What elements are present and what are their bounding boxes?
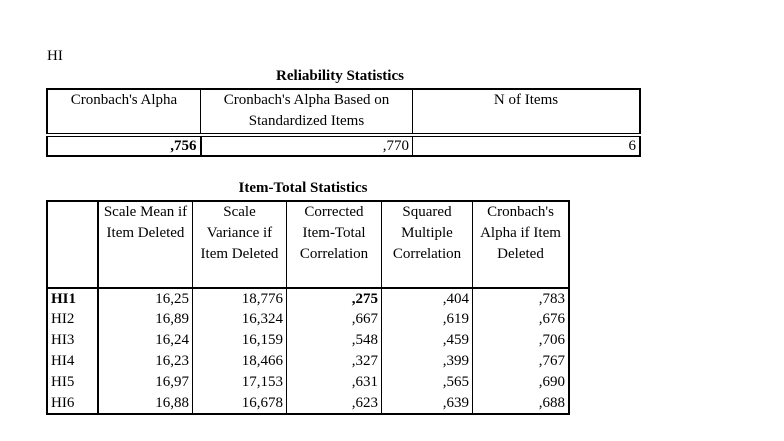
column-header: Scale Variance if Item Deleted — [192, 200, 287, 289]
column-header: Cronbach's Alpha — [46, 88, 201, 137]
cell: ,767 — [472, 351, 570, 372]
reliability-table: Cronbach's Alpha Cronbach's Alpha Based o… — [46, 88, 641, 157]
column-header: Corrected Item-Total Correlation — [286, 200, 382, 289]
cell: ,639 — [381, 393, 473, 414]
row-header: HI3 — [46, 330, 99, 351]
data-row: ,756,770 6 — [46, 134, 641, 157]
column-header: Cronbach's Alpha Based on Standardized I… — [200, 88, 413, 137]
row-header: HI4 — [46, 351, 99, 372]
cell: ,459 — [381, 330, 473, 351]
data-row: HI4 16,23 18,466,327,399,767 — [46, 351, 570, 372]
cell: ,327 — [286, 351, 382, 372]
data-row: HI5 16,97 17,153,631,565,690 — [46, 372, 570, 393]
cell: ,631 — [286, 372, 382, 393]
cell: ,404 — [381, 288, 473, 309]
cell: 6 — [412, 134, 641, 157]
row-header: HI5 — [46, 372, 99, 393]
cell: ,623 — [286, 393, 382, 414]
cell: ,676 — [472, 309, 570, 330]
cell: 16,324 — [192, 309, 287, 330]
cell: ,706 — [472, 330, 570, 351]
cell: ,756 — [46, 134, 202, 157]
header-row: Scale Mean if Item Deleted Scale Variance… — [46, 200, 570, 289]
row-header: HI2 — [46, 309, 99, 330]
data-row: HI3 16,24 16,159,548,459,706 — [46, 330, 570, 351]
cell: 16,88 — [97, 393, 193, 414]
cell: 16,23 — [97, 351, 193, 372]
row-header: HI6 — [46, 393, 99, 414]
column-header: N of Items — [412, 88, 641, 137]
cell: 18,776 — [192, 288, 287, 309]
column-header: Scale Mean if Item Deleted — [97, 200, 193, 289]
cell: 16,89 — [97, 309, 193, 330]
cell: ,565 — [381, 372, 473, 393]
row-header: HI1 — [46, 288, 99, 309]
cell: ,548 — [286, 330, 382, 351]
item-total-table: Scale Mean if Item Deleted Scale Variance… — [46, 200, 570, 415]
cell: 16,159 — [192, 330, 287, 351]
data-row: HI1 16,25 18,776,275,404,783 — [46, 288, 570, 309]
column-header: Squared Multiple Correlation — [381, 200, 473, 289]
table-title: Reliability Statistics — [276, 68, 404, 84]
cell: ,275 — [286, 288, 382, 309]
cell: 16,97 — [97, 372, 193, 393]
cell: ,783 — [472, 288, 570, 309]
cell: 16,24 — [97, 330, 193, 351]
data-row: HI6 16,88 16,678,623,639,688 — [46, 393, 570, 414]
cell: ,690 — [472, 372, 570, 393]
label: HI — [47, 48, 63, 64]
cell: 16,25 — [97, 288, 193, 309]
cell: ,688 — [472, 393, 570, 414]
cell: 17,153 — [192, 372, 287, 393]
cell: 18,466 — [192, 351, 287, 372]
cell: ,619 — [381, 309, 473, 330]
cell: ,399 — [381, 351, 473, 372]
cell: ,667 — [286, 309, 382, 330]
corner-cell — [46, 200, 99, 289]
cell: 16,678 — [192, 393, 287, 414]
header-row: Cronbach's Alpha Cronbach's Alpha Based o… — [46, 88, 641, 137]
table-title: Item-Total Statistics — [238, 180, 368, 196]
data-row: HI2 16,89 16,324,667,619,676 — [46, 309, 570, 330]
cell: ,770 — [200, 134, 413, 157]
column-header: Cronbach's Alpha if Item Deleted — [472, 200, 570, 289]
